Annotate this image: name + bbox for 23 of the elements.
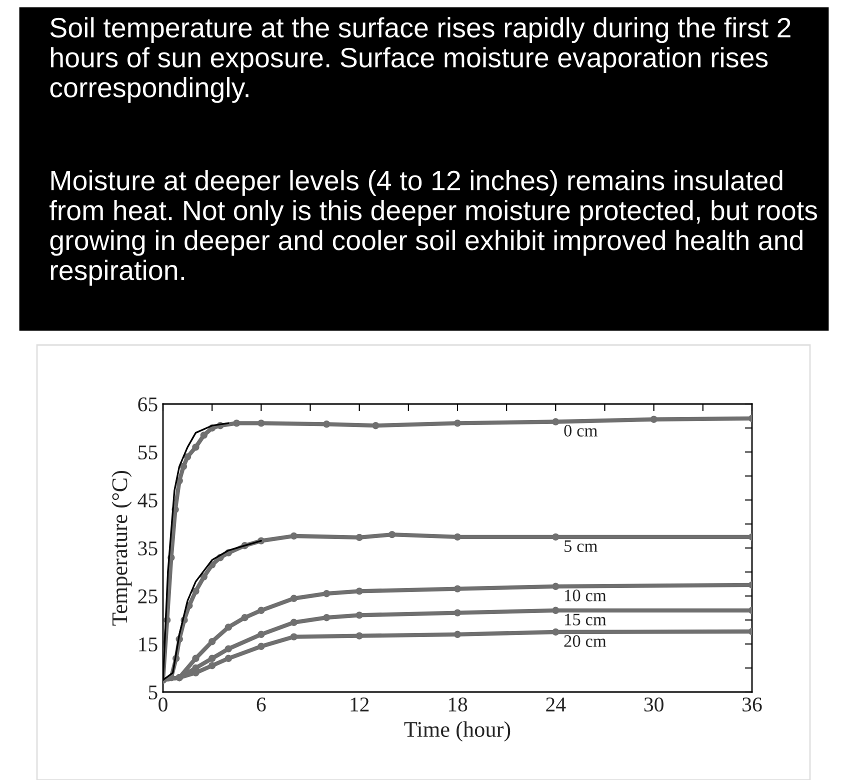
x-tick-label: 0 — [158, 697, 168, 712]
x-tick-label: 12 — [350, 698, 369, 712]
y-tick-label: 5 — [148, 686, 158, 700]
chart-subtitle: Moisture at deeper levels (4 to 12 inches) remains insulated from heat. Not only is this deeper moisture protected, but roots growing in deeper and cooler soil exhibit improved health and respiration. — [50, 170, 818, 286]
series-label: 15 cm — [565, 614, 606, 626]
series-label: 20 cm — [564, 635, 606, 647]
y-tick-label: 25 — [138, 589, 158, 604]
y-tick-label: 65 — [138, 397, 158, 412]
x-tick-label: 30 — [644, 697, 664, 712]
y-axis-title: Temperature (°C) — [112, 470, 132, 626]
x-axis-title: Time (hour) — [404, 721, 510, 742]
series-label: 0 cm — [564, 424, 598, 437]
x-tick-label: 6 — [256, 698, 266, 712]
x-tick-label: 18 — [448, 697, 468, 712]
y-tick-label: 55 — [138, 446, 158, 460]
series-label: 10 cm — [565, 590, 606, 602]
x-tick-label: 36 — [742, 698, 762, 712]
y-tick-label: 15 — [139, 637, 158, 652]
series-label: 5 cm — [564, 540, 598, 552]
y-tick-label: 45 — [138, 494, 158, 508]
chart-title: Soil temperature at the surface rises rapidly during the first 2 hours of sun exposure. Surface moisture evaporation rises correspondingly. — [50, 17, 790, 103]
y-tick-label: 35 — [138, 541, 158, 556]
x-tick-label: 24 — [546, 698, 566, 712]
